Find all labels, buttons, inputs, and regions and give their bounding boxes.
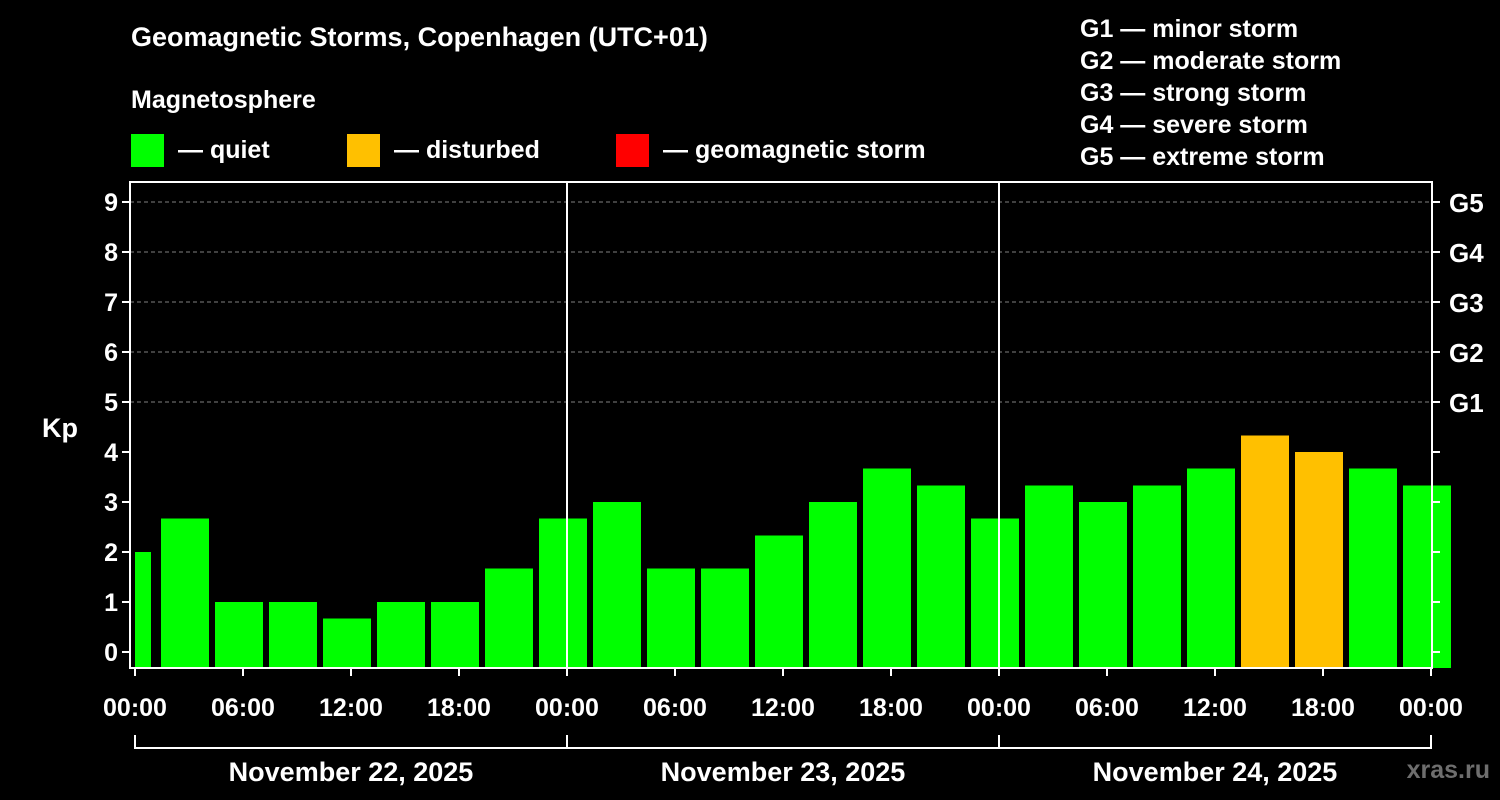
bar-21 — [1241, 435, 1289, 668]
y-tick-label-4: 4 — [104, 439, 118, 467]
storm-level-g5: G5 — [1449, 188, 1484, 218]
x-tick-label-4: 00:00 — [535, 694, 599, 722]
bar-9 — [593, 502, 641, 668]
storm-level-g4: G4 — [1449, 238, 1484, 268]
bar-3 — [269, 602, 317, 668]
y-tick-label-7: 7 — [104, 289, 118, 317]
disturbed-swatch — [347, 133, 380, 167]
plot-frame — [129, 181, 1433, 669]
bar-13 — [809, 502, 857, 668]
bar-1 — [161, 518, 209, 668]
storm-legend-g2: G2 — moderate storm — [1080, 47, 1342, 75]
bar-18 — [1079, 502, 1127, 668]
bar-2 — [215, 602, 263, 668]
storm-legend-g1: G1 — minor storm — [1080, 15, 1299, 43]
bar-20 — [1187, 468, 1235, 668]
y-tick-label-1: 1 — [104, 589, 118, 617]
y-tick-label-6: 6 — [104, 339, 118, 367]
storm-legend-g5: G5 — extreme storm — [1080, 143, 1325, 171]
storm-legend-g3: G3 — strong storm — [1080, 79, 1307, 107]
y-tick-label-5: 5 — [104, 389, 118, 417]
legend-label-storm: — geomagnetic storm — [663, 135, 926, 164]
storm-scale-legend: G1 — minor storm G2 — moderate storm G3 … — [1080, 13, 1341, 173]
legend-item-disturbed: — disturbed — [347, 133, 540, 167]
bar-22 — [1295, 452, 1343, 668]
x-tick-label-1: 06:00 — [211, 694, 275, 722]
legend-item-quiet: — quiet — [131, 133, 270, 167]
x-tick-label-5: 06:00 — [643, 694, 707, 722]
bar-24 — [1403, 485, 1451, 668]
storm-level-g1: G1 — [1449, 388, 1484, 418]
day-label-2: November 24, 2025 — [1093, 757, 1338, 787]
bar-4 — [323, 618, 371, 668]
legend-label-quiet: — quiet — [178, 135, 270, 164]
bar-14 — [863, 468, 911, 668]
y-tick-label-0: 0 — [104, 639, 118, 667]
quiet-swatch — [131, 133, 164, 167]
bar-8 — [539, 518, 587, 668]
x-tick-label-2: 12:00 — [319, 694, 383, 722]
y-tick-label-2: 2 — [104, 539, 118, 567]
y-tick-label-9: 9 — [104, 189, 118, 217]
bar-5 — [377, 602, 425, 668]
bar-6 — [431, 602, 479, 668]
y-axis-label: Kp — [42, 413, 78, 443]
day-label-0: November 22, 2025 — [229, 757, 474, 787]
watermark: xras.ru — [1406, 756, 1490, 784]
bar-15 — [917, 485, 965, 668]
bar-10 — [647, 568, 695, 668]
legend-label-disturbed: — disturbed — [394, 135, 540, 164]
x-tick-label-8: 00:00 — [967, 694, 1031, 722]
x-tick-label-10: 12:00 — [1183, 694, 1247, 722]
legend-heading: Magnetosphere — [131, 86, 316, 114]
y-tick-label-8: 8 — [104, 239, 118, 267]
day-label-1: November 23, 2025 — [661, 757, 906, 787]
chart-title: Geomagnetic Storms, Copenhagen (UTC+01) — [131, 22, 708, 52]
bar-11 — [701, 568, 749, 668]
bar-12 — [755, 535, 803, 668]
legend-item-storm: — geomagnetic storm — [616, 133, 926, 167]
storm-level-g2: G2 — [1449, 338, 1484, 368]
x-tick-label-11: 18:00 — [1291, 694, 1355, 722]
bar-16 — [971, 518, 1019, 668]
bar-7 — [485, 568, 533, 668]
x-tick-label-7: 18:00 — [859, 694, 923, 722]
x-tick-label-6: 12:00 — [751, 694, 815, 722]
storm-legend-g4: G4 — severe storm — [1080, 111, 1308, 139]
x-tick-label-3: 18:00 — [427, 694, 491, 722]
bar-19 — [1133, 485, 1181, 668]
bar-0 — [135, 552, 151, 668]
storm-level-g3: G3 — [1449, 288, 1484, 318]
y-tick-label-3: 3 — [104, 489, 118, 517]
x-tick-label-9: 06:00 — [1075, 694, 1139, 722]
x-tick-label-12: 00:00 — [1399, 694, 1463, 722]
x-tick-label-0: 00:00 — [103, 694, 167, 722]
storm-swatch — [616, 133, 649, 167]
bar-17 — [1025, 485, 1073, 668]
bar-23 — [1349, 468, 1397, 668]
